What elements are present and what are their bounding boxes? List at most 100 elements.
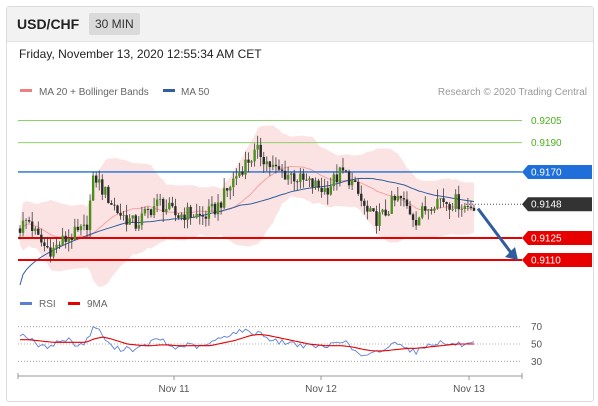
candle-body	[82, 224, 86, 227]
candle-body	[204, 216, 208, 219]
candle-body	[305, 179, 308, 181]
candle-body	[140, 213, 144, 226]
candle-body	[37, 228, 40, 235]
level-label-0: 0.9205	[531, 116, 562, 127]
candle-body	[448, 203, 451, 210]
candle-body	[49, 247, 52, 257]
candle-body	[417, 217, 421, 226]
x-tick-label-1: Nov 12	[305, 384, 337, 395]
candle-body	[79, 226, 83, 231]
level-label-2: 0.9170	[531, 167, 562, 178]
level-label-4: 0.9125	[531, 234, 562, 245]
candle-body	[381, 209, 384, 213]
candle-body	[210, 203, 214, 207]
candle-body	[393, 196, 396, 201]
candle-body	[168, 202, 171, 210]
rsi-ma9-line	[20, 334, 474, 352]
candle-body	[85, 224, 89, 231]
candle-body	[366, 205, 369, 212]
candle-body	[149, 209, 153, 216]
candle-body	[30, 221, 34, 232]
candle-body	[122, 215, 125, 216]
candle-body	[469, 206, 473, 208]
candle-body	[241, 171, 244, 175]
candle-body	[411, 214, 415, 220]
candle-body	[341, 167, 345, 171]
candle-body	[326, 187, 329, 195]
candle-body	[116, 205, 119, 213]
candle-body	[262, 157, 265, 165]
rsi-tick-30: 30	[531, 357, 543, 368]
candle-body	[283, 170, 287, 180]
candle-body	[280, 169, 284, 171]
candle-body	[335, 174, 339, 183]
candle-body	[414, 219, 418, 226]
candle-body	[253, 149, 256, 162]
candle-body	[317, 180, 320, 188]
candle-body	[131, 215, 134, 219]
ma50-legend-label: MA 50	[181, 87, 210, 98]
candle-body	[177, 215, 180, 218]
candle-body	[387, 213, 390, 216]
candle-body	[186, 206, 189, 221]
price-level-labels: 0.9205 0.9190 0.9170 0.9148 0.9125 0.9110	[522, 116, 592, 268]
candle-body	[472, 207, 476, 211]
candle-body	[18, 228, 22, 233]
rsi-tick-70: 70	[531, 322, 543, 333]
candle-body	[189, 206, 192, 218]
candle-body	[174, 206, 177, 216]
candle-body	[213, 203, 217, 215]
candle-body	[64, 235, 67, 242]
candle-body	[55, 244, 58, 248]
candle-body	[445, 202, 448, 204]
candle-body	[408, 205, 412, 215]
candle-body	[198, 213, 201, 216]
chart-datetime: Friday, November 13, 2020 12:55:34 AM CE…	[19, 47, 262, 61]
candle-body	[107, 186, 110, 204]
candle-body	[375, 211, 378, 226]
level-label-box-2	[522, 164, 592, 179]
symbol-title: USD/CHF	[17, 16, 80, 32]
candle-body	[21, 220, 25, 233]
forecast-arrow-head	[505, 247, 518, 261]
candle-body	[232, 178, 235, 188]
candle-body	[353, 180, 357, 182]
rsi-legend-swatch	[20, 302, 32, 305]
candle-body	[73, 226, 77, 240]
candle-body	[113, 204, 116, 206]
x-tick-label-0: Nov 11	[159, 384, 190, 395]
candle-body	[98, 179, 101, 183]
candle-body	[332, 174, 336, 187]
candle-body	[180, 214, 183, 218]
candle-body	[378, 212, 381, 226]
candle-body	[405, 199, 409, 206]
candle-body	[238, 171, 241, 177]
candle-body	[360, 193, 363, 201]
candle-body	[146, 209, 150, 210]
candle-body	[289, 173, 293, 175]
candle-body	[347, 171, 351, 186]
forecast-arrow-shaft	[476, 207, 514, 255]
x-tick-label-2: Nov 13	[453, 384, 485, 395]
ma9-legend-label: 9MA	[87, 299, 108, 310]
candle-body	[390, 196, 393, 214]
candle-body	[155, 199, 159, 207]
candle-body	[311, 178, 314, 188]
candle-body	[125, 215, 128, 225]
candle-body	[320, 187, 323, 192]
ma20-legend-swatch	[20, 89, 32, 92]
candle-body	[165, 209, 168, 212]
candle-body	[183, 214, 186, 221]
candle-body	[128, 218, 131, 225]
candle-body	[216, 202, 220, 215]
candle-body	[460, 208, 464, 210]
candle-body	[222, 188, 226, 208]
candle-body	[195, 213, 198, 218]
candle-body	[192, 217, 195, 219]
level-label-1: 0.9190	[531, 138, 562, 149]
candle-body	[104, 186, 107, 195]
candle-body	[27, 220, 31, 222]
ma9-legend-swatch	[68, 302, 80, 305]
timeframe-badge[interactable]: 30 MIN	[89, 13, 140, 35]
candle-body	[158, 199, 162, 200]
